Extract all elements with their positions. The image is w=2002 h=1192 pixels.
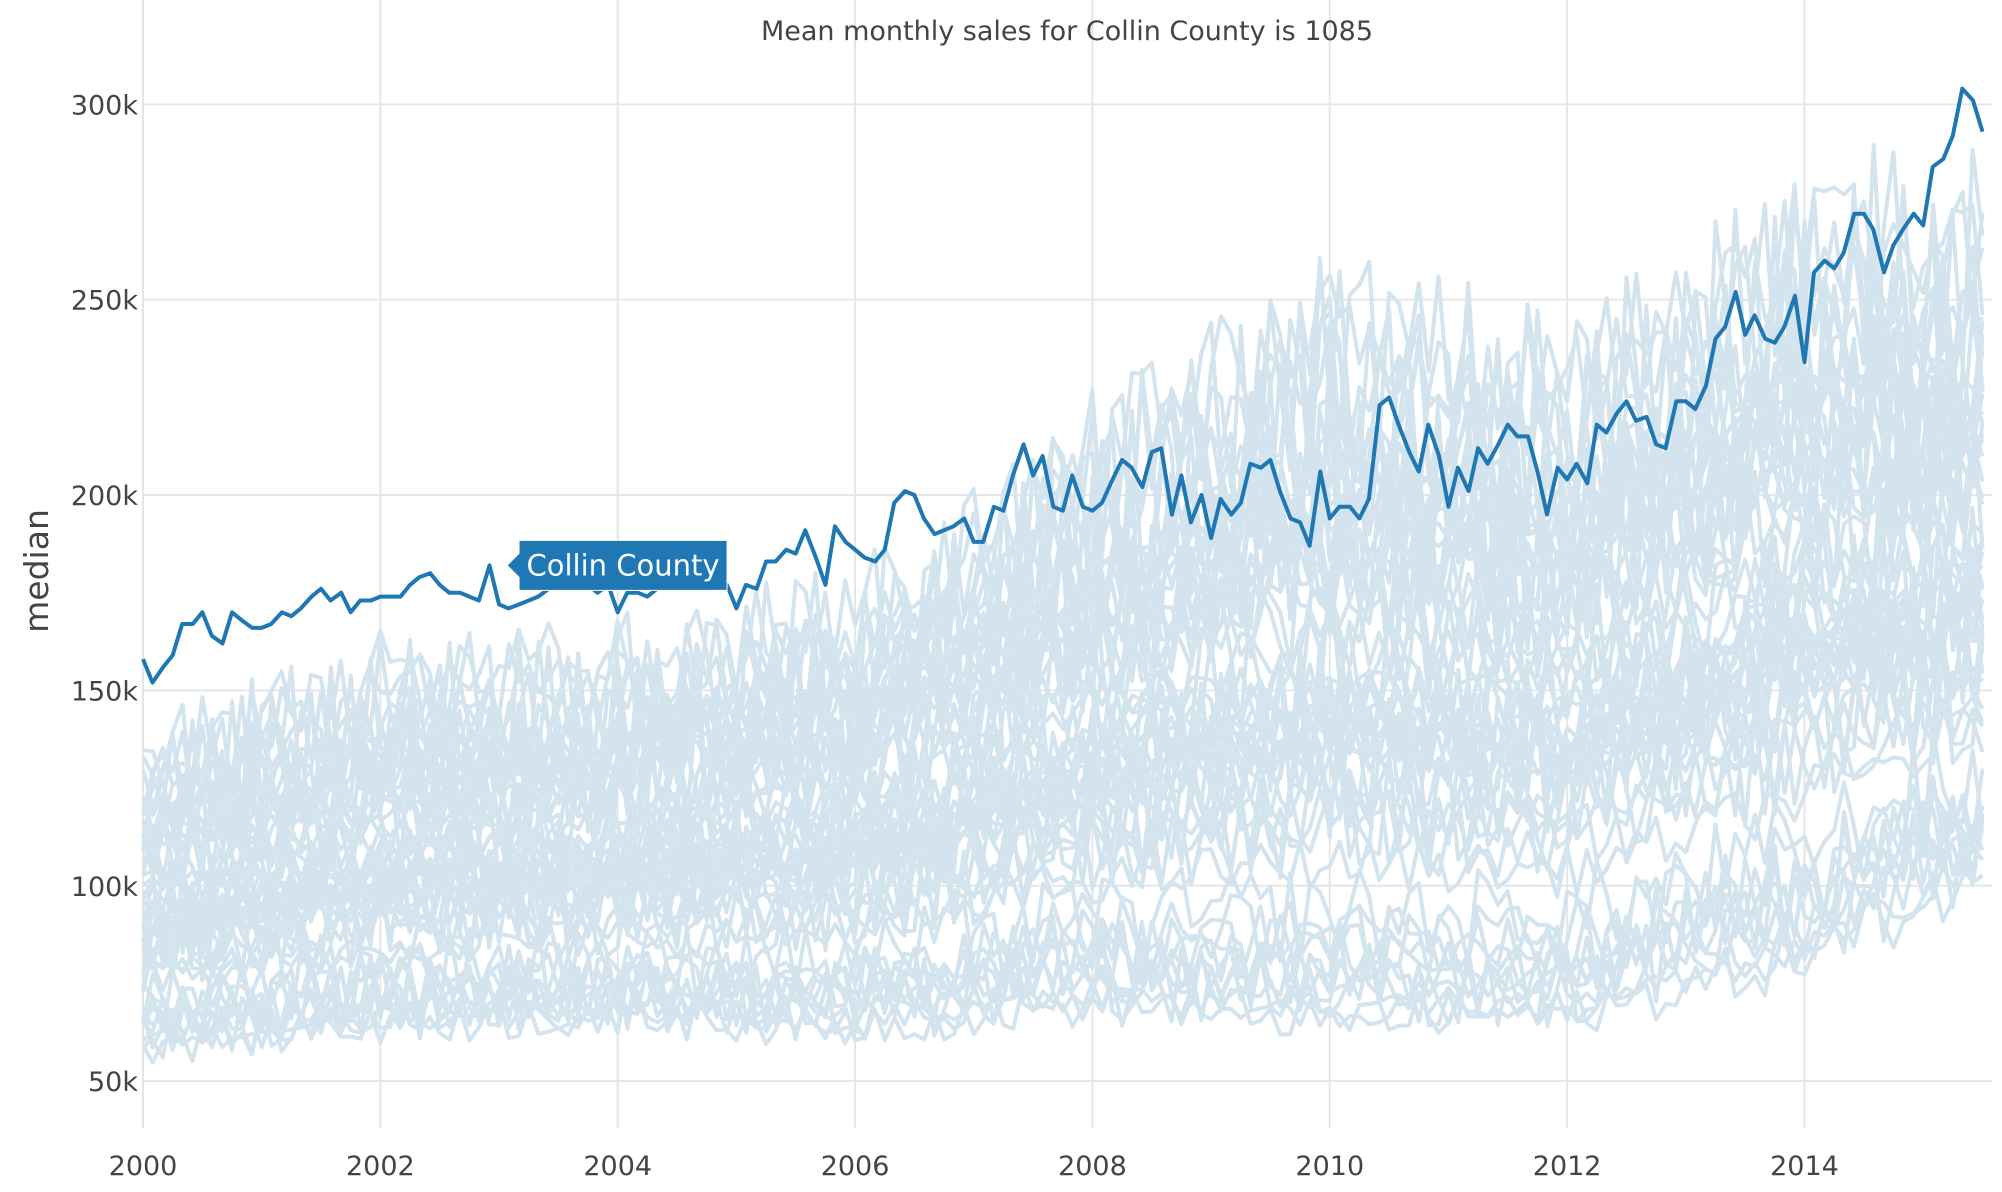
x-tick-label: 2004 (583, 1151, 652, 1182)
y-tick-label: 300k (71, 90, 139, 121)
highlight-series-group (141, 86, 1985, 685)
chart-title: Mean monthly sales for Collin County is … (761, 16, 1373, 47)
collin-county-line[interactable] (141, 86, 1985, 685)
y-axis-label: median (17, 509, 56, 633)
x-tick-label: 2002 (346, 1151, 415, 1182)
background-series-line (141, 844, 1985, 1065)
background-series-line (141, 813, 1985, 1050)
hover-tooltip: Collin County (506, 539, 728, 591)
y-tick-label: 250k (71, 286, 139, 317)
y-tick-label: 100k (71, 872, 139, 903)
y-tick-label: 150k (71, 676, 139, 707)
x-tick-label: 2008 (1058, 1151, 1127, 1182)
background-series-line (141, 794, 1985, 1038)
axis-ticks: 2000 2002 2004 2006 2008 2010 2012 2014 50k 100k 1… (71, 90, 1839, 1182)
background-series-line (141, 678, 1985, 993)
tooltip-label: Collin County (527, 548, 720, 582)
background-series-line (142, 198, 1985, 786)
background-series-line (141, 547, 1985, 944)
background-series-group (141, 142, 1985, 1065)
background-series-line (142, 627, 1985, 977)
background-series-line (142, 497, 1985, 935)
x-tick-label: 2014 (1770, 1151, 1839, 1182)
background-series-line (142, 576, 1985, 946)
background-series-line (141, 189, 1984, 834)
background-series-line (141, 358, 1985, 884)
background-series-line (141, 241, 1985, 851)
x-tick-label: 2010 (1295, 1151, 1364, 1182)
y-tick-label: 200k (71, 481, 139, 512)
x-tick-label: 2006 (821, 1151, 890, 1182)
x-tick-label: 2000 (109, 1151, 178, 1182)
y-tick-label: 50k (88, 1067, 138, 1098)
x-tick-label: 2012 (1533, 1151, 1602, 1182)
background-series-line (142, 707, 1985, 993)
tooltip-box (506, 539, 728, 591)
background-series-line (141, 587, 1985, 936)
background-series-line (141, 809, 1985, 1060)
